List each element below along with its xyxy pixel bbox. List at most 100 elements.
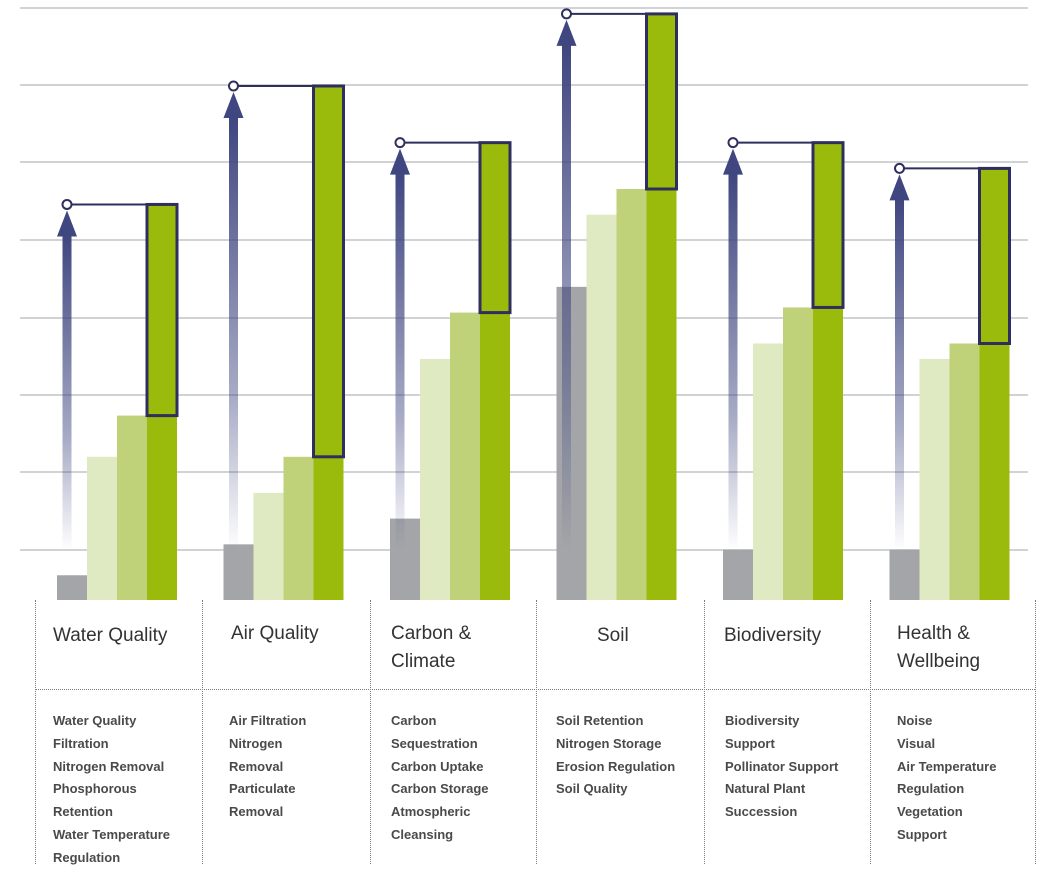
indicator-item: Water Temperature bbox=[53, 826, 171, 842]
bar-3 bbox=[616, 189, 647, 600]
category-title-air-quality: Air Quality bbox=[231, 623, 319, 644]
potential-extension-bar bbox=[811, 141, 845, 309]
indicator-item: Carbon bbox=[391, 713, 437, 728]
category-title-line: Wellbeing bbox=[897, 651, 981, 672]
bar-4 bbox=[480, 312, 510, 600]
potential-arrow-head bbox=[57, 210, 77, 237]
indicator-item: Removal bbox=[229, 758, 284, 774]
bar-4 bbox=[646, 189, 677, 600]
indicator-item: Biodiversity bbox=[725, 713, 800, 728]
potential-arrow-head bbox=[223, 92, 244, 118]
potential-arrow-head bbox=[889, 174, 910, 201]
bar-3 bbox=[783, 307, 813, 600]
potential-marker bbox=[61, 198, 73, 210]
column-divider bbox=[202, 600, 203, 864]
column-divider bbox=[370, 600, 371, 864]
indicator-item: Succession bbox=[725, 804, 798, 820]
bar-4 bbox=[147, 415, 177, 600]
potential-arrow-shaft bbox=[562, 43, 571, 552]
potential-arrow-shaft bbox=[62, 234, 72, 551]
indicator-list-health-wellbeing: Noise Visual Air Temperature Regulation … bbox=[897, 710, 996, 847]
category-title-carbon-climate: Carbon & Climate bbox=[391, 620, 471, 676]
potential-arrow-head bbox=[390, 148, 410, 175]
bar-3 bbox=[949, 343, 980, 600]
potential-extension-bar bbox=[978, 166, 1011, 345]
column-divider bbox=[704, 600, 705, 864]
potential-arrow-head bbox=[556, 19, 577, 46]
indicator-list-biodiversity: Biodiversity Support Pollinator Support … bbox=[725, 710, 838, 824]
potential-extension-bar bbox=[478, 141, 512, 315]
indicator-item: Soil Retention bbox=[556, 713, 644, 728]
indicator-item: Filtration bbox=[53, 735, 109, 751]
potential-arrow-shaft bbox=[395, 172, 405, 551]
category-title-soil: Soil bbox=[597, 625, 629, 646]
bar-4 bbox=[313, 456, 344, 600]
indicator-item: Erosion Regulation bbox=[556, 758, 676, 774]
indicator-list-air-quality: Air Filtration Nitrogen Removal Particul… bbox=[229, 710, 306, 824]
category-title-line: Health & bbox=[897, 623, 970, 644]
indicator-item: Phosphorous bbox=[53, 781, 137, 797]
potential-marker bbox=[727, 137, 739, 149]
bar-2 bbox=[586, 214, 617, 600]
indicator-item: Visual bbox=[897, 735, 936, 751]
indicator-item: Cleansing bbox=[391, 826, 454, 842]
potential-marker bbox=[394, 137, 406, 149]
column-divider bbox=[1035, 600, 1036, 864]
indicator-item: Particulate bbox=[229, 781, 296, 797]
potential-extension-bar bbox=[145, 202, 179, 418]
potential-arrow-shaft bbox=[728, 172, 738, 551]
indicator-item: Nitrogen Storage bbox=[556, 735, 662, 751]
bar-4 bbox=[979, 343, 1010, 600]
indicator-item: Nitrogen Removal bbox=[53, 758, 165, 774]
column-divider bbox=[870, 600, 871, 864]
bar-2 bbox=[253, 492, 284, 600]
indicator-item: Soil Quality bbox=[556, 781, 628, 797]
ecosystem-services-chart bbox=[20, 7, 1028, 600]
category-title-line: Climate bbox=[391, 651, 456, 672]
indicator-item: Pollinator Support bbox=[725, 758, 839, 774]
bar-1 bbox=[556, 286, 587, 600]
indicator-item: Air Temperature bbox=[897, 758, 997, 774]
bar-1 bbox=[889, 549, 920, 600]
category-title-biodiversity: Biodiversity bbox=[724, 625, 822, 646]
indicator-list-water-quality: Water Quality Filtration Nitrogen Remova… bbox=[53, 710, 170, 870]
indicator-item: Support bbox=[725, 735, 775, 751]
bar-4 bbox=[813, 307, 843, 600]
indicator-item: Nitrogen bbox=[229, 735, 283, 751]
bar-3 bbox=[450, 312, 480, 600]
bar-2 bbox=[753, 343, 783, 600]
bar-3 bbox=[283, 456, 314, 600]
category-title-water-quality: Water Quality bbox=[53, 625, 168, 646]
indicator-item: Regulation bbox=[897, 781, 965, 797]
indicator-item: Carbon Uptake bbox=[391, 758, 484, 774]
potential-arrow-shaft bbox=[895, 198, 904, 551]
indicator-item: Atmospheric bbox=[391, 804, 471, 820]
potential-marker bbox=[228, 80, 239, 92]
bar-2 bbox=[87, 456, 117, 600]
bar-1 bbox=[390, 518, 420, 600]
indicator-list-soil: Soil Retention Nitrogen Storage Erosion … bbox=[556, 710, 675, 801]
indicator-item: Natural Plant bbox=[725, 781, 806, 797]
category-title-line: Carbon & bbox=[391, 623, 472, 644]
potential-marker bbox=[561, 8, 572, 20]
potential-marker bbox=[894, 162, 905, 174]
potential-arrow-shaft bbox=[229, 116, 238, 551]
indicator-item: Vegetation bbox=[897, 804, 963, 820]
bar-3 bbox=[117, 415, 147, 600]
header-divider bbox=[35, 689, 1035, 690]
column-divider bbox=[536, 600, 537, 864]
indicator-item: Noise bbox=[897, 713, 933, 728]
potential-arrow-head bbox=[723, 148, 743, 175]
potential-extension-bar bbox=[645, 12, 678, 191]
potential-extension-bar bbox=[312, 84, 345, 459]
bar-1 bbox=[223, 544, 254, 600]
indicator-list-carbon-climate: Carbon Sequestration Carbon Uptake Carbo… bbox=[391, 710, 489, 847]
indicator-item: Air Filtration bbox=[229, 713, 307, 728]
column-divider bbox=[35, 600, 36, 864]
indicator-item: Retention bbox=[53, 804, 113, 820]
indicator-item: Regulation bbox=[53, 849, 121, 865]
indicator-item: Carbon Storage bbox=[391, 781, 489, 797]
bar-1 bbox=[723, 549, 753, 600]
bar-2 bbox=[420, 358, 450, 600]
bar-2 bbox=[919, 358, 950, 600]
